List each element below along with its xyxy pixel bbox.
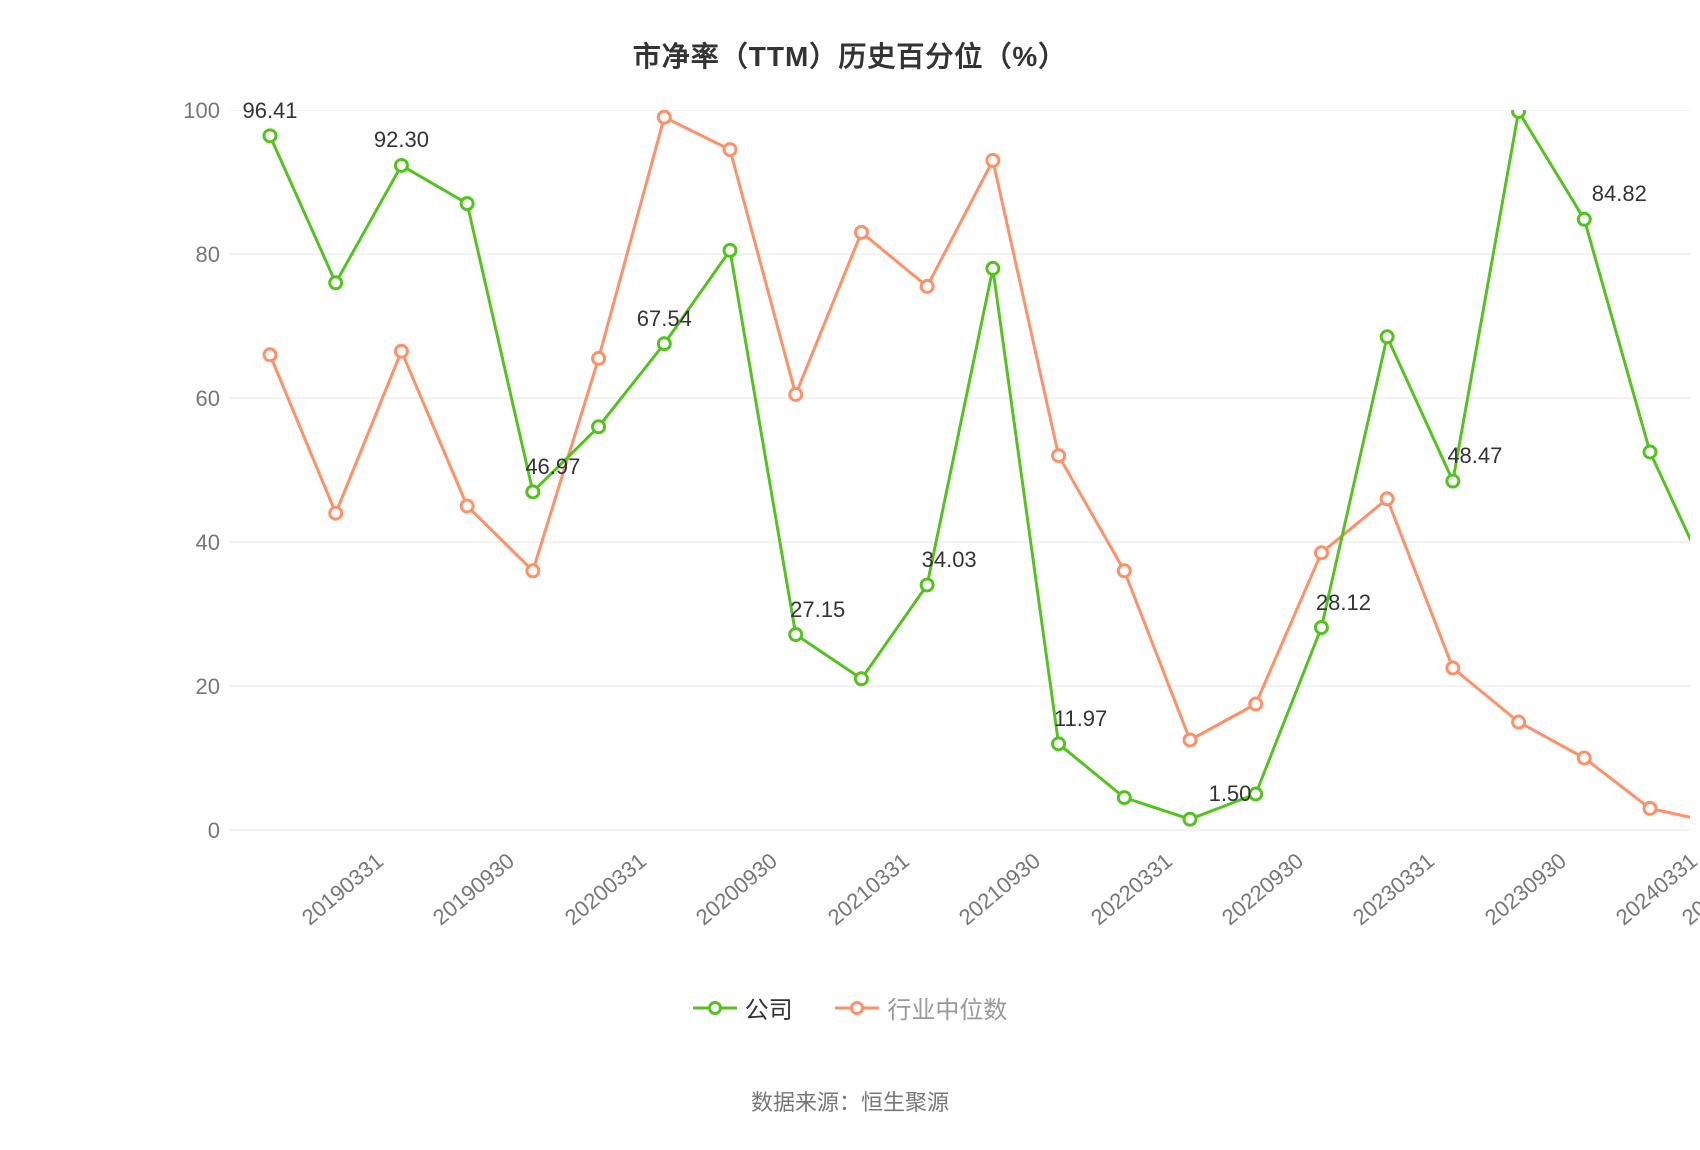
chart-data-source: 数据来源：恒生聚源 <box>0 1085 1700 1117</box>
y-axis-tick-label: 80 <box>160 242 220 268</box>
legend-swatch-company <box>693 998 737 1018</box>
series-marker <box>855 673 867 685</box>
y-axis-tick-label: 100 <box>160 98 220 124</box>
data-point-label: 28.12 <box>1316 590 1371 616</box>
source-prefix: 数据来源： <box>751 1090 861 1115</box>
data-point-label: 84.82 <box>1592 181 1647 207</box>
series-marker <box>1447 662 1459 674</box>
series-marker <box>1315 622 1327 634</box>
series-marker <box>855 226 867 238</box>
series-marker <box>987 154 999 166</box>
y-axis-tick-label: 20 <box>160 674 220 700</box>
y-axis-tick-label: 60 <box>160 386 220 412</box>
series-marker <box>1053 738 1065 750</box>
series-marker <box>1118 792 1130 804</box>
series-marker <box>790 629 802 641</box>
series-marker <box>1250 788 1262 800</box>
x-axis-tick-label: 20210930 <box>954 848 1046 931</box>
data-point-label: 11.97 <box>1054 706 1107 732</box>
series-marker <box>395 159 407 171</box>
data-point-label: 96.41 <box>242 98 297 124</box>
legend-label-company: 公司 <box>745 990 793 1025</box>
series-marker <box>1184 734 1196 746</box>
series-marker <box>987 262 999 274</box>
series-marker <box>790 388 802 400</box>
chart-legend: 公司 行业中位数 <box>0 990 1700 1025</box>
legend-item-industry-median: 行业中位数 <box>835 990 1007 1025</box>
chart-title: 市净率（TTM）历史百分位（%） <box>0 35 1700 75</box>
x-axis-tick-label: 20190930 <box>428 848 520 931</box>
series-marker <box>264 349 276 361</box>
series-marker <box>1381 331 1393 343</box>
series-marker <box>527 565 539 577</box>
series-marker <box>1250 698 1262 710</box>
series-marker <box>1513 110 1525 117</box>
x-axis-tick-label: 20190331 <box>297 848 389 931</box>
x-axis-tick-label: 20230930 <box>1480 848 1572 931</box>
series-marker <box>921 280 933 292</box>
source-name: 恒生聚源 <box>861 1090 949 1115</box>
series-marker <box>1118 565 1130 577</box>
x-axis-tick-label: 20210331 <box>823 848 915 931</box>
series-marker <box>1184 813 1196 825</box>
series-marker <box>1513 716 1525 728</box>
series-marker <box>1447 475 1459 487</box>
series-marker <box>658 338 670 350</box>
series-marker <box>1644 446 1656 458</box>
x-axis-tick-label: 20230331 <box>1348 848 1440 931</box>
series-marker <box>461 198 473 210</box>
data-point-label: 48.47 <box>1447 443 1502 469</box>
series-marker <box>395 345 407 357</box>
series-marker <box>330 507 342 519</box>
x-axis-tick-label: 20220930 <box>1217 848 1309 931</box>
series-marker <box>330 277 342 289</box>
data-point-label: 67.54 <box>637 306 692 332</box>
series-line <box>270 117 1690 823</box>
series-marker <box>724 244 736 256</box>
data-point-label: 92.30 <box>374 127 429 153</box>
legend-label-industry-median: 行业中位数 <box>887 990 1007 1025</box>
chart-svg <box>230 110 1690 832</box>
x-axis-tick-label: 20200331 <box>560 848 652 931</box>
series-marker <box>1578 213 1590 225</box>
series-marker <box>461 500 473 512</box>
series-marker <box>264 130 276 142</box>
series-marker <box>658 111 670 123</box>
chart-plot-area: 0204060801002019033120190930202003312020… <box>230 110 1690 830</box>
series-marker <box>1578 752 1590 764</box>
series-marker <box>1053 450 1065 462</box>
y-axis-tick-label: 40 <box>160 530 220 556</box>
data-point-label: 46.97 <box>525 454 580 480</box>
x-axis-tick-label: 20220331 <box>1085 848 1177 931</box>
series-marker <box>527 486 539 498</box>
chart-container: 市净率（TTM）历史百分位（%） 02040608010020190331201… <box>0 0 1700 1150</box>
series-marker <box>724 144 736 156</box>
series-marker <box>1315 547 1327 559</box>
series-marker <box>593 352 605 364</box>
data-point-label: 27.15 <box>790 597 845 623</box>
data-point-label: 1.50 <box>1209 781 1252 807</box>
series-marker <box>1381 493 1393 505</box>
y-axis-tick-label: 0 <box>160 818 220 844</box>
series-marker <box>1644 802 1656 814</box>
x-axis-tick-label: 20200930 <box>691 848 783 931</box>
legend-item-company: 公司 <box>693 990 793 1025</box>
legend-swatch-industry-median <box>835 998 879 1018</box>
series-marker <box>593 421 605 433</box>
series-marker <box>921 579 933 591</box>
data-point-label: 34.03 <box>922 547 977 573</box>
